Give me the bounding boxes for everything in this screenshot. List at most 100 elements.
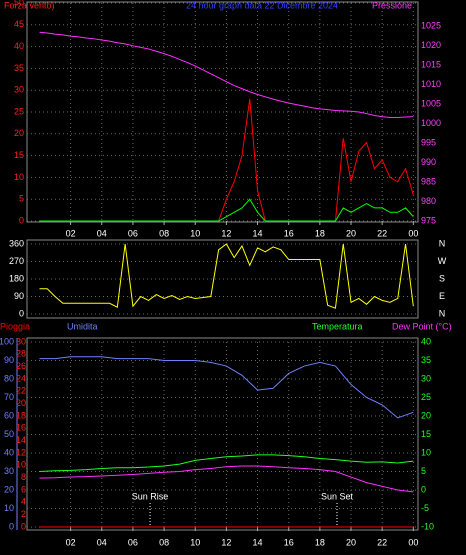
y-tick-label: 270 xyxy=(9,256,24,266)
axis-title: Forza vento) xyxy=(4,0,55,10)
y-tick-label: 30 xyxy=(14,85,24,95)
x-tick-label: 00 xyxy=(408,537,418,547)
y-tick-label: 50 xyxy=(14,0,24,7)
x-tick-label: 14 xyxy=(253,537,263,547)
series-line xyxy=(39,465,414,493)
y2-tick-label: 980 xyxy=(421,196,436,206)
y2-tick-label: 40 xyxy=(421,336,431,346)
y-tick-label: 5 xyxy=(19,194,24,204)
x-tick-label: 20 xyxy=(346,537,356,547)
series-line xyxy=(39,198,414,222)
series-line xyxy=(39,31,414,118)
y-tick-label: 25 xyxy=(14,106,24,116)
y2-tick-label: 1015 xyxy=(421,60,441,70)
y-tick-label: 0 xyxy=(9,521,14,531)
y-tick-label: 80 xyxy=(4,373,14,383)
y3-tick-label: 6 xyxy=(21,484,26,494)
y3-tick-label: 22 xyxy=(16,386,26,396)
y-tick-label: 10 xyxy=(14,172,24,182)
y2-tick-label: 15 xyxy=(421,429,431,439)
x-tick-label: 06 xyxy=(128,228,138,238)
y3-tick-label: 0 xyxy=(21,521,26,531)
y2-tick-label: 975 xyxy=(421,215,436,225)
y2-tick-label: 1000 xyxy=(421,118,441,128)
x-tick-label: 22 xyxy=(377,228,387,238)
y-tick-label: 360 xyxy=(9,238,24,248)
y-tick-label: 20 xyxy=(4,484,14,494)
x-tick-label: 12 xyxy=(221,228,231,238)
y3-tick-label: 10 xyxy=(16,460,26,470)
x-tick-label: 04 xyxy=(97,228,107,238)
y-tick-label: 0 xyxy=(19,308,24,318)
y2-tick-label: 0 xyxy=(421,484,426,494)
y-tick-label: 15 xyxy=(14,150,24,160)
y2-tick-label: 1020 xyxy=(421,40,441,50)
y3-tick-label: 2 xyxy=(21,509,26,519)
y-tick-label: 20 xyxy=(14,128,24,138)
y2-tick-label: 5 xyxy=(421,466,426,476)
x-tick-label: 18 xyxy=(315,537,325,547)
y-tick-label: 35 xyxy=(14,63,24,73)
y2-tick-label: 20 xyxy=(421,410,431,420)
y2-tick-label: W xyxy=(438,256,447,266)
annotation: Sun Set xyxy=(321,491,354,501)
x-tick-label: 16 xyxy=(284,537,294,547)
y-tick-label: 100 xyxy=(0,336,14,346)
series-line xyxy=(39,454,414,472)
y2-tick-label: 995 xyxy=(421,138,436,148)
y2-tick-label: S xyxy=(439,273,445,283)
y3-tick-label: 12 xyxy=(16,447,26,457)
y3-tick-label: 4 xyxy=(21,497,26,507)
y2-tick-label: N xyxy=(439,308,446,318)
x-tick-label: 08 xyxy=(159,537,169,547)
y3-tick-label: 16 xyxy=(16,423,26,433)
y2-tick-label: N xyxy=(439,238,446,248)
x-tick-label: 20 xyxy=(346,228,356,238)
y-tick-label: 180 xyxy=(9,273,24,283)
axis-title: 24 hour graph data 22 Dicembre 2024 xyxy=(186,0,338,10)
x-tick-label: 10 xyxy=(190,228,200,238)
y-tick-label: 40 xyxy=(4,447,14,457)
y3-tick-label: 14 xyxy=(16,435,26,445)
y3-tick-label: 8 xyxy=(21,472,26,482)
y2-tick-label: 985 xyxy=(421,176,436,186)
legend-entry: Dew Point (°C) xyxy=(392,321,452,331)
y2-tick-label: 35 xyxy=(421,355,431,365)
x-tick-label: 14 xyxy=(253,228,263,238)
y3-tick-label: 30 xyxy=(16,336,26,346)
y3-tick-label: 18 xyxy=(16,410,26,420)
x-tick-label: 00 xyxy=(408,228,418,238)
y2-tick-label: E xyxy=(439,291,445,301)
y3-tick-label: 28 xyxy=(16,349,26,359)
y-tick-label: 45 xyxy=(14,19,24,29)
y-tick-label: 30 xyxy=(4,466,14,476)
y3-tick-label: 26 xyxy=(16,361,26,371)
legend-entry: Temperatura xyxy=(312,321,363,331)
y3-tick-label: 20 xyxy=(16,398,26,408)
annotation: Sun Rise xyxy=(132,491,169,501)
y2-tick-label: 30 xyxy=(421,373,431,383)
y2-tick-label: 990 xyxy=(421,157,436,167)
x-tick-label: 10 xyxy=(190,537,200,547)
series-line xyxy=(39,243,414,309)
y2-tick-label: -10 xyxy=(421,521,434,531)
y-tick-label: 90 xyxy=(14,291,24,301)
x-tick-label: 06 xyxy=(128,537,138,547)
y2-tick-label: 1025 xyxy=(421,21,441,31)
x-tick-label: 16 xyxy=(284,228,294,238)
y-tick-label: 90 xyxy=(4,355,14,365)
x-tick-label: 22 xyxy=(377,537,387,547)
x-tick-label: 18 xyxy=(315,228,325,238)
legend-entry: Umidita xyxy=(67,321,98,331)
axis-title: Pressione xyxy=(372,0,412,10)
x-tick-label: 12 xyxy=(221,537,231,547)
y3-tick-label: 24 xyxy=(16,373,26,383)
y-tick-label: 50 xyxy=(4,429,14,439)
x-tick-label: 02 xyxy=(66,537,76,547)
series-line xyxy=(39,356,414,419)
legend-entry: Pioggia xyxy=(0,321,30,331)
y-tick-label: 0 xyxy=(19,215,24,225)
y2-tick-label: 1010 xyxy=(421,79,441,89)
y-tick-label: 60 xyxy=(4,410,14,420)
